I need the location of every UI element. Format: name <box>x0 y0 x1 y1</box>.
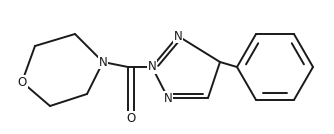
Text: N: N <box>174 29 182 42</box>
Text: N: N <box>148 60 156 74</box>
Text: O: O <box>17 75 27 88</box>
Text: N: N <box>164 92 172 105</box>
Text: O: O <box>126 111 136 124</box>
Text: N: N <box>99 55 107 68</box>
